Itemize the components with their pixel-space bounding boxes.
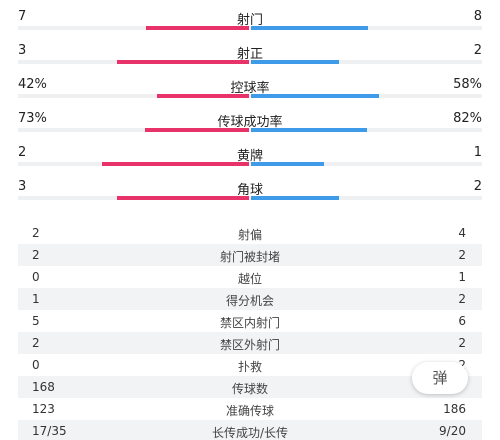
- stat-label: 禁区外射门: [219, 338, 280, 352]
- stat-bar-row: 7 射门 8: [0, 0, 500, 34]
- table-row: 168 传球数: [18, 376, 482, 398]
- home-value: 17/35: [32, 424, 67, 438]
- away-value: 2: [473, 43, 482, 58]
- bar-track: [18, 162, 482, 166]
- table-row: 1 得分机会 2: [18, 288, 482, 310]
- stat-bar-row: 73% 传球成功率 82%: [0, 102, 500, 136]
- table-row: 2 射偏 4: [18, 222, 482, 244]
- home-bar: [117, 60, 249, 64]
- away-value: 2: [458, 336, 466, 350]
- home-value: 42%: [18, 77, 47, 92]
- table-row: 17/35 长传成功/长传 9/20: [18, 420, 482, 440]
- stat-label: 传球成功率: [217, 115, 283, 130]
- home-value: 7: [18, 9, 27, 24]
- home-bar: [102, 162, 249, 166]
- stat-label: 扑救: [237, 360, 262, 374]
- away-value: 1: [473, 145, 482, 160]
- away-value: 1: [458, 270, 466, 284]
- stat-bar-row: 3 射正 2: [0, 34, 500, 68]
- stat-label: 射偏: [237, 228, 262, 242]
- danmaku-button[interactable]: 弹: [412, 362, 468, 394]
- home-value: 2: [18, 145, 27, 160]
- stat-label: 角球: [236, 183, 263, 198]
- home-bar: [117, 196, 249, 200]
- away-bar: [251, 162, 324, 166]
- bar-track: [18, 128, 482, 132]
- bar-track: [18, 196, 482, 200]
- home-value: 3: [18, 179, 27, 194]
- away-value: 9/20: [439, 424, 466, 438]
- stat-label: 射门: [236, 13, 263, 28]
- stat-bar-row: 42% 控球率 58%: [0, 68, 500, 102]
- table-row: 0 越位 1: [18, 266, 482, 288]
- home-bar: [145, 128, 249, 132]
- away-bar: [251, 128, 367, 132]
- stat-label: 控球率: [230, 81, 270, 96]
- home-value: 0: [32, 358, 40, 372]
- away-value: 6: [458, 314, 466, 328]
- stat-label: 长传成功/长传: [211, 426, 289, 440]
- away-bar: [251, 26, 368, 30]
- away-value: 58%: [453, 77, 482, 92]
- stat-label: 越位: [237, 272, 262, 286]
- stat-label: 得分机会: [225, 294, 274, 308]
- home-value: 3: [18, 43, 27, 58]
- away-value: 2: [458, 248, 466, 262]
- away-value: 82%: [453, 111, 482, 126]
- bar-track: [18, 60, 482, 64]
- away-value: 186: [443, 402, 466, 416]
- away-bar: [251, 196, 339, 200]
- home-value: 0: [32, 270, 40, 284]
- home-value: 2: [32, 248, 40, 262]
- stat-label: 黄牌: [236, 149, 263, 164]
- home-value: 73%: [18, 111, 47, 126]
- away-value: 2: [458, 292, 466, 306]
- stat-bar-row: 2 黄牌 1: [0, 136, 500, 170]
- stat-label: 射门被封堵: [219, 250, 280, 264]
- stat-label: 准确传球: [225, 404, 274, 418]
- stat-label: 传球数: [231, 382, 268, 396]
- home-value: 123: [32, 402, 55, 416]
- table-row: 2 射门被封堵 2: [18, 244, 482, 266]
- stat-label: 禁区内射门: [219, 316, 280, 330]
- home-value: 1: [32, 292, 40, 306]
- home-value: 2: [32, 226, 40, 240]
- away-value: 8: [473, 9, 482, 24]
- stat-bar-row: 3 角球 2: [0, 170, 500, 204]
- table-row: 2 禁区外射门 2: [18, 332, 482, 354]
- bar-track: [18, 26, 482, 30]
- bar-track: [18, 94, 482, 98]
- home-value: 5: [32, 314, 40, 328]
- table-row: 123 准确传球 186: [18, 398, 482, 420]
- home-value: 168: [32, 380, 55, 394]
- home-bar: [157, 94, 249, 98]
- away-value: 4: [458, 226, 466, 240]
- away-bar: [251, 94, 379, 98]
- home-bar: [146, 26, 249, 30]
- home-value: 2: [32, 336, 40, 350]
- away-value: 2: [473, 179, 482, 194]
- away-bar: [251, 60, 339, 64]
- table-row: 5 禁区内射门 6: [18, 310, 482, 332]
- stat-label: 射正: [236, 47, 263, 62]
